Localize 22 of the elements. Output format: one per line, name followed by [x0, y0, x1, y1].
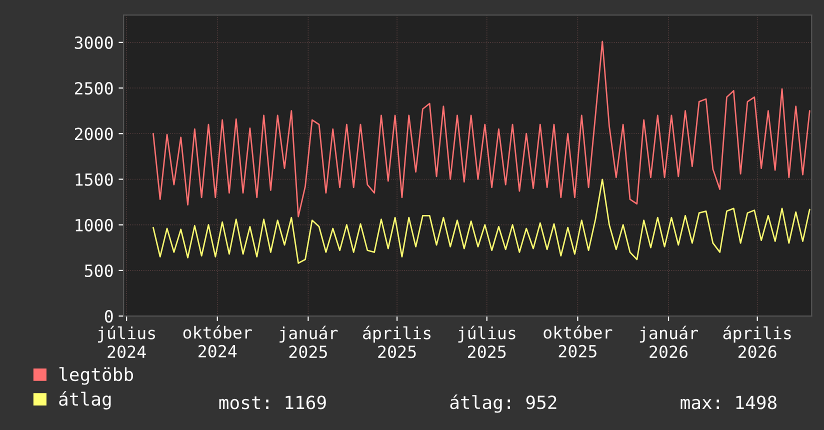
- line-series: [152, 178, 810, 264]
- x-tick-label: július 2025: [458, 326, 516, 358]
- x-tick-label: október 2024: [183, 325, 252, 358]
- y-tick-label: 2500: [74, 82, 113, 95]
- text: átlag: 952: [450, 394, 556, 413]
- y-tick-label: 3000: [74, 36, 113, 50]
- x-tick-label: január 2025: [280, 326, 338, 358]
- text: most: 1169: [219, 396, 326, 410]
- x-tick-label: július 2024: [98, 326, 156, 358]
- x-tick-label: április 2026: [723, 326, 791, 358]
- y-tick-label: 0: [104, 310, 113, 323]
- x-tick-label: október 2025: [544, 325, 612, 358]
- y-tick-label: 2000: [74, 128, 113, 140]
- legend-label: átlag: [59, 391, 111, 410]
- y-tick-label: 1000: [76, 218, 113, 232]
- y-tick-label: 1500: [76, 173, 113, 186]
- x-tick-label: április 2025: [363, 326, 431, 358]
- x-tick-label: január 2026: [640, 326, 698, 358]
- legend-label: legtöbb: [59, 367, 134, 385]
- text: max: 1498: [680, 396, 776, 410]
- line-series: [152, 40, 810, 218]
- y-tick-label: 500: [84, 264, 113, 278]
